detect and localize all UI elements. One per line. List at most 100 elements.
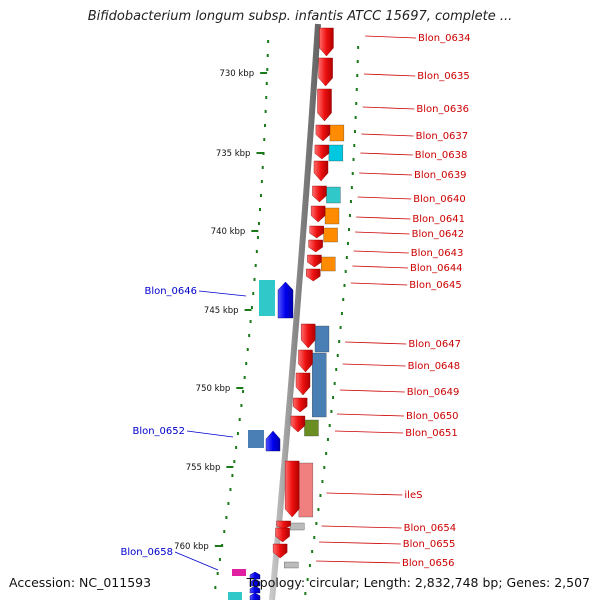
track-dot: [304, 592, 307, 595]
track-dot: [238, 418, 241, 421]
track-dot: [349, 214, 352, 217]
gene-label-blon_0643: Blon_0643: [411, 248, 464, 259]
track-dot: [319, 494, 322, 497]
scale-ticks: 730 kbp 735 kbp 740 kbp 745 kbp 750 kbp 755 k…: [174, 69, 268, 552]
gene-arrow: [315, 124, 331, 142]
track-dot: [254, 264, 257, 267]
gene-arrow: [295, 372, 311, 396]
cog-box: [284, 561, 299, 569]
track-dot: [266, 68, 269, 71]
gene-label-blon_0650: Blon_0650: [406, 411, 459, 422]
track-dot: [340, 312, 343, 315]
gene-arrow: [309, 225, 324, 239]
track-dot: [235, 446, 238, 449]
accession-text: Accession: NC_011593: [9, 575, 152, 590]
track-dot: [332, 396, 335, 399]
leader-line: [342, 363, 406, 367]
track-dot: [267, 40, 270, 43]
tick-label: 745 kbp: [204, 306, 239, 316]
track-dot: [255, 250, 258, 253]
leader-line: [198, 290, 247, 297]
cog-box: [228, 592, 242, 600]
cog-box: [290, 522, 305, 531]
track-dot: [227, 502, 230, 505]
track-dot: [262, 152, 265, 155]
track-dot: [263, 138, 266, 141]
guide-tracks: [214, 40, 360, 595]
track-dot: [333, 382, 336, 385]
track-dot: [351, 172, 354, 175]
gene-arrow: [319, 27, 334, 57]
tick-label: 755 kbp: [186, 463, 221, 473]
track-dot: [249, 320, 252, 323]
gene-arrow: [312, 185, 327, 203]
leader-line: [350, 282, 408, 286]
cog-box: [248, 430, 264, 448]
tick-label: 735 kbp: [216, 149, 251, 159]
track-dot: [252, 292, 255, 295]
track-dot: [345, 256, 348, 259]
track-dot: [321, 480, 324, 483]
track-dot: [248, 334, 251, 337]
gene-label-blon_0644: Blon_0644: [410, 263, 463, 274]
gene-label-blon_0647: Blon_0647: [408, 339, 461, 350]
gene-label-blon_0634: Blon_0634: [418, 33, 471, 44]
tick-label: 730 kbp: [219, 69, 254, 79]
leader-line: [326, 492, 403, 496]
cog-box: [298, 462, 314, 518]
leader-line: [356, 216, 411, 220]
leader-line: [353, 250, 409, 254]
gene-label-blon_0638: Blon_0638: [415, 150, 468, 161]
track-dot: [357, 46, 360, 49]
gene-arrow: [249, 592, 261, 600]
gene-label-blon_0641: Blon_0641: [412, 214, 465, 225]
leader-line: [174, 551, 219, 571]
gene-arrow: [298, 349, 313, 373]
summary-text: Topology: circular; Length: 2,832,748 bp…: [246, 575, 590, 590]
gene-arrow: [307, 254, 322, 268]
gene-label-blon_0636: Blon_0636: [416, 104, 469, 115]
gene-arrows: [249, 27, 334, 600]
leader-line: [357, 196, 412, 200]
gene-label-blon_0646: Blon_0646: [144, 286, 197, 297]
track-dot: [308, 564, 311, 567]
map-title: Bifidobacterium longum subsp. infantis A…: [87, 9, 513, 24]
gene-arrow: [308, 239, 323, 253]
cog-box: [324, 207, 340, 225]
track-dot: [317, 508, 320, 511]
cog-box: [304, 419, 319, 437]
track-dot: [263, 124, 266, 127]
gene-label-blon_0639: Blon_0639: [414, 170, 467, 181]
gene-label-blon_0648: Blon_0648: [408, 361, 461, 372]
track-dot: [223, 530, 226, 533]
leader-line: [321, 525, 402, 529]
track-dot: [242, 390, 245, 393]
cog-box: [312, 352, 327, 418]
leader-line: [316, 560, 401, 564]
gene-arrow: [275, 527, 290, 543]
track-dot: [258, 222, 261, 225]
track-dot: [311, 550, 314, 553]
genome-backbone: [269, 23, 321, 600]
track-dot: [353, 144, 356, 147]
track-dot: [342, 298, 345, 301]
leader-line: [319, 541, 401, 545]
track-dot: [259, 208, 262, 211]
track-dot: [344, 270, 347, 273]
track-dot: [229, 488, 232, 491]
gene-arrow: [317, 88, 332, 122]
track-dot: [218, 558, 221, 561]
leader-line: [362, 106, 415, 110]
track-dot: [348, 228, 351, 231]
cog-box: [314, 325, 330, 353]
track-dot: [259, 194, 262, 197]
gene-arrow: [284, 460, 300, 518]
gene-label-blon_0640: Blon_0640: [413, 194, 466, 205]
track-dot: [335, 368, 338, 371]
track-dot: [233, 460, 236, 463]
track-dot: [354, 116, 357, 119]
gene-arrow: [313, 160, 329, 182]
track-dot: [221, 544, 224, 547]
cog-box: [326, 186, 341, 204]
